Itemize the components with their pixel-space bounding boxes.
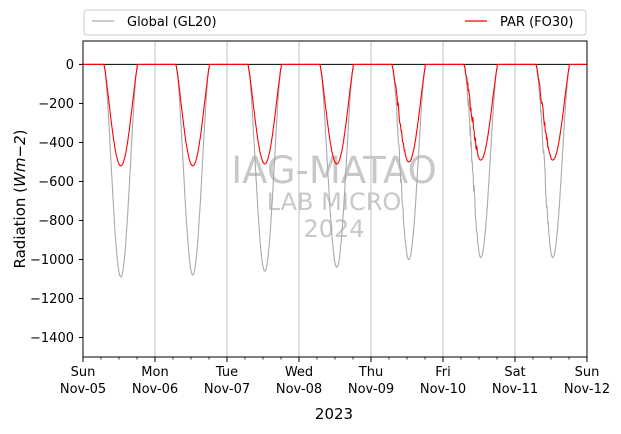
y-tick-label: 0 xyxy=(66,58,74,73)
watermark: IAG-MATAO LAB MICRO 2024 xyxy=(231,149,436,243)
x-tick-date: Nov-12 xyxy=(564,382,610,397)
y-tick-label: −200 xyxy=(38,97,74,112)
x-tick-day: Fri xyxy=(435,365,451,380)
legend-box xyxy=(83,9,587,36)
x-axis-ticks: Sun Nov-05 Mon Nov-06 Tue Nov-07 Wed Nov-08 Thu N… xyxy=(60,357,610,397)
x-tick-day: Sun xyxy=(71,365,96,380)
series-layer xyxy=(82,63,588,278)
grid-layer xyxy=(154,41,516,357)
watermark-line-2: LAB MICRO xyxy=(267,188,402,216)
y-axis-ticks: 0 −200 −400 −600 −800 −1000 −1200 −1400 xyxy=(30,58,83,346)
legend-label-global: Global (GL20) xyxy=(127,15,217,30)
x-tick-date: Nov-08 xyxy=(276,382,322,397)
x-tick-date: Nov-07 xyxy=(204,382,250,397)
y-tick-label: −1400 xyxy=(30,331,74,346)
watermark-line-3: 2024 xyxy=(303,215,364,243)
legend: Global (GL20) PAR (FO30) xyxy=(83,9,587,36)
y-tick-label: −600 xyxy=(38,175,74,190)
x-tick-day: Tue xyxy=(215,365,238,380)
y-tick-label: −800 xyxy=(38,214,74,229)
x-tick-day: Thu xyxy=(358,365,383,380)
x-tick-date: Nov-06 xyxy=(132,382,178,397)
x-tick-day: Mon xyxy=(141,365,168,380)
legend-label-par: PAR (FO30) xyxy=(500,15,573,30)
y-tick-label: −1200 xyxy=(30,292,74,307)
x-tick-date: Nov-09 xyxy=(348,382,394,397)
x-axis-title: 2023 xyxy=(315,405,353,423)
x-tick-day: Sat xyxy=(504,365,525,380)
watermark-line-1: IAG-MATAO xyxy=(231,149,436,192)
x-tick-day: Wed xyxy=(285,365,313,380)
x-tick-date: Nov-10 xyxy=(420,382,466,397)
y-tick-label: −1000 xyxy=(30,253,74,268)
y-tick-label: −400 xyxy=(38,136,74,151)
x-tick-day: Sun xyxy=(575,365,600,380)
x-tick-date: Nov-11 xyxy=(492,382,538,397)
series-line-par xyxy=(82,63,588,167)
y-axis-title: Radiation (Wm−2) xyxy=(11,130,29,269)
x-tick-date: Nov-05 xyxy=(60,382,106,397)
